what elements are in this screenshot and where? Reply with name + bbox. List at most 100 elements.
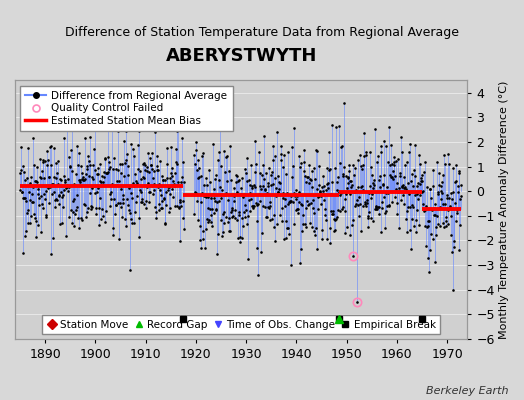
Point (203, 216, 211, 222)
Point (403, 158, 411, 165)
Point (217, 233, 226, 240)
Point (112, 166, 120, 172)
Point (375, 204, 384, 210)
Point (25, 189, 33, 195)
Point (239, 223, 247, 230)
Point (73, 192, 82, 198)
Point (250, 184, 259, 191)
Point (312, 146, 320, 153)
Point (399, 192, 407, 198)
Point (171, 182, 179, 189)
Point (234, 235, 242, 241)
Point (288, 174, 296, 180)
Point (179, 198, 187, 204)
Point (336, 190, 345, 196)
Point (268, 216, 276, 222)
Point (196, 222, 204, 229)
Point (133, 193, 141, 200)
Point (259, 202, 268, 209)
Point (77, 215, 85, 222)
Point (83, 163, 92, 169)
Point (297, 160, 305, 166)
Point (47, 251, 55, 257)
Point (420, 208, 428, 214)
Point (298, 201, 306, 208)
Point (370, 176, 378, 183)
Point (130, 183, 138, 189)
Point (403, 229, 412, 235)
Point (53, 197, 61, 203)
Point (194, 174, 203, 180)
Point (151, 129, 159, 136)
Point (329, 211, 337, 218)
Point (213, 231, 222, 237)
Point (46, 184, 54, 190)
Point (404, 180, 412, 186)
Point (91, 167, 100, 173)
Point (241, 166, 249, 172)
Point (232, 172, 240, 179)
Point (99, 179, 107, 186)
Point (341, 196, 350, 202)
Point (210, 195, 219, 201)
Point (272, 221, 281, 227)
Point (227, 208, 235, 215)
Point (417, 178, 425, 184)
Point (436, 188, 445, 194)
Point (274, 189, 282, 195)
Point (170, 180, 178, 187)
Point (254, 272, 262, 278)
Point (108, 123, 116, 130)
Point (203, 205, 212, 212)
Point (324, 180, 332, 186)
Point (78, 217, 86, 224)
Point (31, 234, 40, 240)
Point (88, 204, 96, 211)
Point (279, 164, 288, 170)
Point (237, 215, 246, 222)
Point (106, 203, 115, 210)
Point (236, 190, 245, 197)
Point (339, 204, 347, 210)
Point (290, 190, 299, 197)
Point (293, 206, 301, 212)
Point (307, 176, 315, 183)
Point (128, 180, 137, 186)
Point (366, 149, 374, 156)
Point (221, 192, 230, 198)
Point (399, 182, 408, 188)
Point (238, 235, 247, 241)
Point (402, 186, 410, 192)
Point (320, 196, 328, 203)
Point (73, 203, 81, 210)
Point (451, 162, 460, 169)
Point (334, 207, 343, 213)
Point (315, 163, 324, 170)
Point (71, 210, 80, 217)
Point (328, 178, 336, 185)
Point (100, 174, 108, 180)
Point (379, 181, 387, 187)
Point (29, 135, 37, 142)
Point (235, 212, 244, 218)
Point (306, 176, 314, 182)
Point (28, 199, 37, 205)
Point (244, 212, 253, 219)
Point (109, 225, 117, 231)
Point (300, 159, 309, 165)
Point (236, 234, 245, 240)
Point (104, 168, 112, 175)
Point (253, 202, 261, 209)
Point (291, 191, 299, 198)
Point (441, 223, 450, 229)
Point (285, 230, 293, 237)
Point (449, 165, 457, 172)
Point (313, 194, 322, 201)
Point (143, 164, 151, 170)
Point (237, 185, 245, 192)
Point (348, 222, 356, 229)
Point (224, 197, 232, 203)
Point (324, 185, 332, 192)
Point (353, 197, 362, 204)
Point (113, 178, 121, 184)
